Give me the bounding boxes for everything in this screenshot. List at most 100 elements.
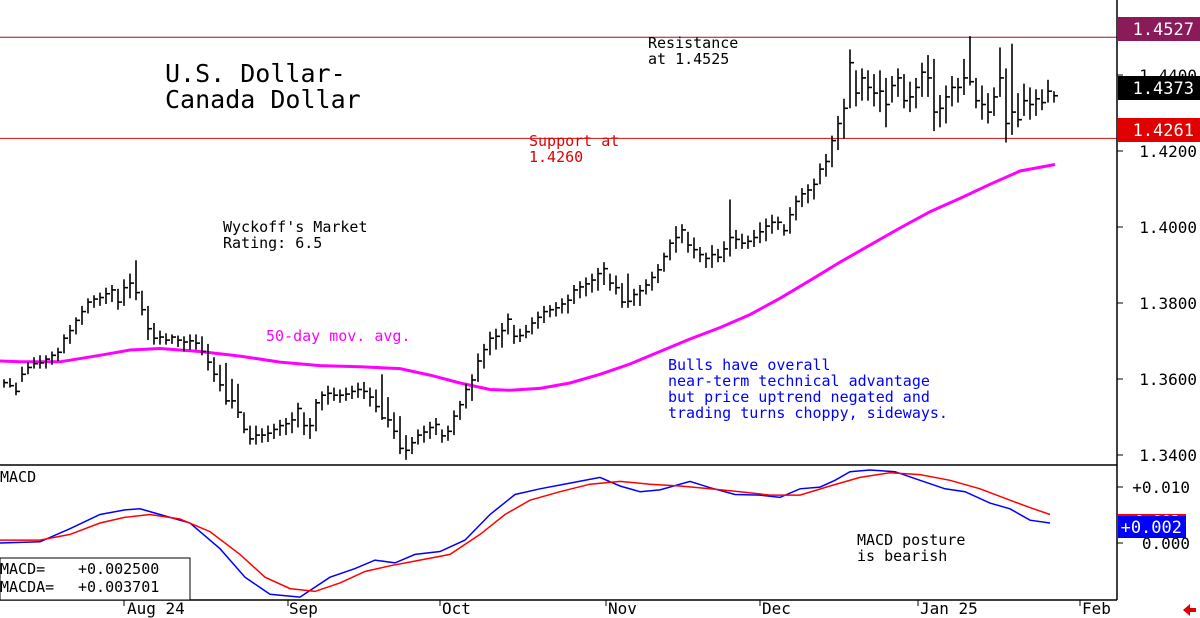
y-tick-label: 1.4200 <box>1139 142 1197 161</box>
price-bar <box>783 224 788 236</box>
price-bar <box>69 324 74 344</box>
price-bar <box>1029 87 1034 120</box>
svg-text:1.4373: 1.4373 <box>1133 79 1194 99</box>
price-bar <box>249 425 254 445</box>
price-bar <box>591 273 596 293</box>
chart-title-line-2: Canada Dollar <box>165 85 361 114</box>
market-rating-annotation: Wyckoff's Market <box>223 218 368 236</box>
price-bar <box>813 178 818 200</box>
price-bar <box>561 298 566 314</box>
price-bar <box>705 252 710 268</box>
price-bar <box>33 357 38 369</box>
price-bar <box>183 336 188 352</box>
price-bar <box>1053 91 1058 103</box>
price-bar <box>147 305 152 341</box>
price-bar <box>129 273 134 299</box>
price-bar <box>993 87 998 116</box>
price-bar <box>723 241 728 263</box>
price-bar <box>225 362 230 405</box>
price-bar <box>339 389 344 403</box>
macd-readout-label: MACD= <box>0 560 45 578</box>
price-bar <box>297 402 302 428</box>
price-bar <box>123 279 128 306</box>
price-bar <box>663 252 668 272</box>
price-bar <box>681 224 686 244</box>
resistance-annotation: Resistance <box>648 34 738 52</box>
price-bar <box>81 305 86 325</box>
price-bar <box>219 364 224 392</box>
price-bar <box>453 410 458 436</box>
price-bar <box>105 287 110 304</box>
svg-text:+0.002: +0.002 <box>1121 518 1182 538</box>
price-bar <box>933 58 938 132</box>
y-tick-label: 1.3400 <box>1139 446 1197 465</box>
price-bar <box>669 239 674 261</box>
price-bar <box>831 135 836 168</box>
left-arrow-icon[interactable] <box>1183 604 1196 616</box>
macda-line <box>0 472 1051 593</box>
price-bar <box>969 36 974 86</box>
price-bar <box>459 400 464 420</box>
support-annotation: 1.4260 <box>529 148 583 166</box>
price-bar <box>285 418 290 436</box>
price-bar <box>729 199 734 257</box>
price-bar <box>645 279 650 295</box>
price-bar <box>891 76 896 103</box>
price-bar <box>957 77 962 103</box>
price-bar <box>927 55 932 97</box>
price-bar <box>243 412 248 434</box>
price-bar <box>15 382 20 396</box>
price-bar <box>1023 83 1028 116</box>
macd-y-tick-label: 0.000 <box>1142 534 1190 553</box>
price-bar <box>303 412 308 436</box>
svg-text:1.4261: 1.4261 <box>1133 121 1194 141</box>
price-bar <box>45 355 50 369</box>
price-bar <box>321 391 326 411</box>
price-bar <box>651 271 656 291</box>
price-bar <box>699 247 704 263</box>
bulls-annotation: but price uptrend negated and <box>668 388 930 406</box>
price-bar <box>801 188 806 208</box>
price-bar <box>657 264 662 284</box>
resistance-price-tag: 1.4527 <box>1118 17 1200 41</box>
price-bar <box>951 76 956 107</box>
price-bar <box>687 231 692 253</box>
price-bar <box>429 421 434 439</box>
price-bar <box>807 184 812 204</box>
price-bar <box>363 381 368 399</box>
price-bar <box>267 425 272 442</box>
price-bar <box>579 281 584 299</box>
price-bar <box>351 385 356 399</box>
macd-panel <box>0 469 1051 598</box>
price-bar <box>93 295 98 308</box>
market-rating-annotation: Rating: 6.5 <box>223 234 322 252</box>
price-bar <box>771 214 776 234</box>
macd-annotation: is bearish <box>857 547 947 565</box>
x-tick-label: Aug 24 <box>127 599 185 618</box>
price-bar <box>369 387 374 407</box>
price-bar <box>717 248 722 263</box>
x-tick-label: Feb <box>1082 599 1111 618</box>
price-bar <box>525 324 530 339</box>
price-bar <box>795 195 800 221</box>
price-bar <box>171 334 176 344</box>
price-bar <box>327 385 332 405</box>
price-bar <box>585 277 590 297</box>
price-bar <box>279 419 284 436</box>
price-bar <box>537 311 542 329</box>
price-bar <box>417 429 422 445</box>
price-bar <box>639 285 644 306</box>
price-bar <box>291 412 296 434</box>
price-bar <box>501 323 506 348</box>
price-bar <box>357 382 362 398</box>
price-bar <box>333 387 338 401</box>
price-bar <box>177 335 182 347</box>
macda-readout-value: +0.003701 <box>78 578 159 596</box>
price-bar <box>387 397 392 428</box>
moving-average-label: 50-day mov. avg. <box>266 327 411 345</box>
price-bar <box>201 336 206 356</box>
last-price-tag: 1.4373 <box>1118 76 1200 100</box>
chart-title-line-1: U.S. Dollar- <box>165 59 346 88</box>
price-bar <box>495 328 500 350</box>
x-tick-label: Oct <box>442 599 471 618</box>
